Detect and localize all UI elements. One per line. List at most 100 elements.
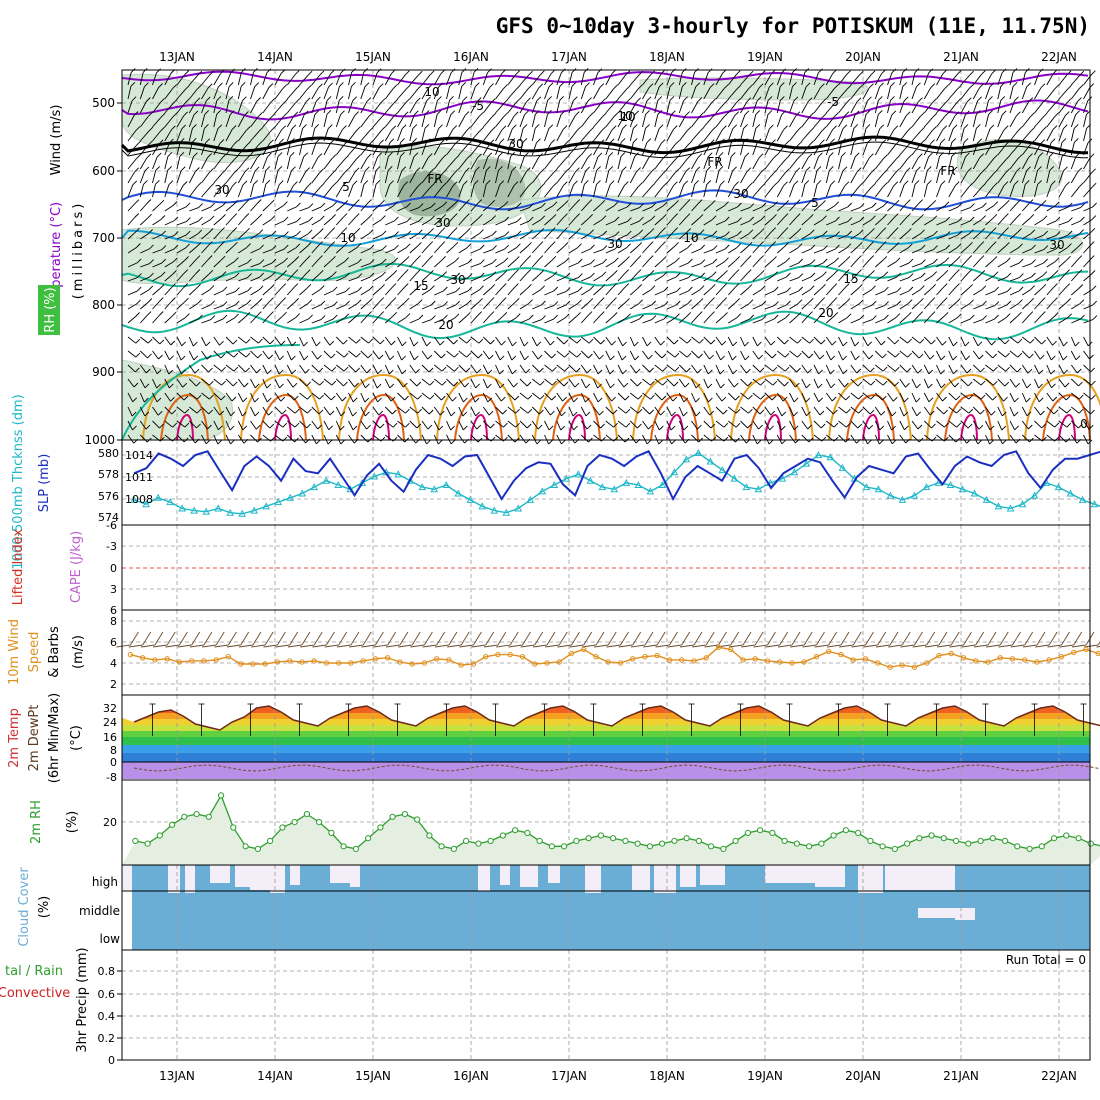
wind-barb xyxy=(1058,273,1067,282)
wind-barb-flag xyxy=(147,338,153,344)
wind-barb-flag xyxy=(392,422,398,428)
wind-barb xyxy=(262,336,271,345)
wind-barb-flag xyxy=(413,152,419,158)
wind-barb xyxy=(776,129,784,142)
wind-barb-flag xyxy=(722,409,728,415)
wind-barb xyxy=(335,172,345,184)
wind-barb xyxy=(1058,115,1066,128)
wind-barb-flag xyxy=(147,213,152,219)
wind-barb xyxy=(336,364,345,372)
wind-barb-flag xyxy=(134,167,140,173)
wind-barb-flag xyxy=(759,228,765,233)
wind-barb xyxy=(507,74,516,86)
wind-barb-flag xyxy=(485,179,491,185)
wind-barb-flag xyxy=(307,408,312,414)
wind-barb-flag xyxy=(196,242,202,247)
wind-barb xyxy=(188,101,197,114)
wind-barb-flag xyxy=(465,199,470,204)
wind-barb-flag xyxy=(280,340,286,346)
rh2m-point xyxy=(1002,837,1009,845)
wind-barb xyxy=(691,203,699,212)
wind-barb-flag xyxy=(979,153,985,159)
wind-barb-flag xyxy=(809,338,814,344)
wind-barb-flag xyxy=(1061,138,1067,143)
wind-barb xyxy=(764,364,774,372)
wind-barb xyxy=(678,184,685,198)
wind-barb-flag xyxy=(1090,270,1096,275)
wind-barb xyxy=(899,303,909,310)
wind-barb-flag xyxy=(663,301,669,306)
wind-barb xyxy=(544,275,554,282)
wind-barb xyxy=(238,247,247,254)
wind10m-point xyxy=(1095,650,1100,657)
wind-barb-flag xyxy=(982,300,987,306)
wind-barb xyxy=(679,232,687,240)
wind-barb xyxy=(960,303,970,310)
wind-barb xyxy=(985,336,992,346)
wind10m-point xyxy=(642,654,648,660)
wind-barb xyxy=(176,434,185,443)
wind-barb-flag xyxy=(1089,153,1095,159)
wind-barb-flag xyxy=(709,139,715,145)
rh2m-point xyxy=(414,816,421,823)
wind10m-barb xyxy=(607,631,617,646)
wind-barb xyxy=(262,130,272,142)
wind-barb-flag xyxy=(625,298,630,303)
wind-barb-flag xyxy=(365,383,370,389)
wind-barb xyxy=(948,206,959,212)
wind-barb-flag xyxy=(651,202,657,208)
wind-barb xyxy=(1058,88,1068,100)
wind-barb-flag xyxy=(343,381,348,387)
wind-barb xyxy=(580,406,587,417)
wind-barb xyxy=(409,142,414,156)
wind-barb-flag xyxy=(303,341,308,347)
thickness-point xyxy=(1006,504,1015,512)
wind-barb xyxy=(556,158,566,170)
wind-barb-flag xyxy=(600,284,606,289)
wind-barb-flag xyxy=(158,311,164,316)
wind-barb xyxy=(336,204,345,212)
wind-barb-flag xyxy=(896,287,902,292)
wind-barb-flag xyxy=(807,97,813,103)
wind-barb-flag xyxy=(1028,153,1033,158)
wind-barb xyxy=(1070,259,1079,268)
wind-barb-flag xyxy=(1005,366,1010,372)
wind-barb xyxy=(924,262,934,268)
wind-barb-flag xyxy=(903,96,909,102)
wind-barb xyxy=(703,364,709,375)
wind-barb xyxy=(201,74,211,86)
rh2m-point xyxy=(169,821,176,828)
thickness-point xyxy=(430,485,439,493)
wind-barb xyxy=(507,406,516,414)
wind-barb xyxy=(348,144,358,156)
wind-barb-flag xyxy=(756,138,762,144)
wind-barb-flag xyxy=(441,182,447,188)
wind-barb xyxy=(201,87,209,100)
wind-barb-flag xyxy=(697,368,702,374)
wind-barb-flag xyxy=(319,394,324,400)
wind-barb xyxy=(911,101,919,114)
wind-barb-flag xyxy=(956,422,961,428)
wind10m-point xyxy=(507,651,513,658)
wind-barb-flag xyxy=(375,166,381,171)
wind-barb-flag xyxy=(663,286,669,292)
wind-barb xyxy=(213,114,218,128)
wind-barb xyxy=(1070,88,1080,100)
wind-barb-flag xyxy=(317,153,323,158)
wind-barb xyxy=(201,128,205,142)
wind-barb-flag xyxy=(233,200,238,205)
wind-barb xyxy=(715,287,724,296)
wind10m-barb xyxy=(473,631,482,646)
wind-barb-flag xyxy=(626,84,631,90)
wind-barb xyxy=(495,274,504,282)
wind-barb-flag xyxy=(597,152,603,158)
wind-barb xyxy=(483,262,493,268)
wind-barb xyxy=(519,259,528,268)
wind-barb xyxy=(813,72,819,86)
wind-barb-flag xyxy=(588,112,594,118)
wind-barb xyxy=(495,287,503,296)
wind-barb xyxy=(384,73,392,86)
warm-contour-core xyxy=(470,413,488,441)
wind-barb-flag xyxy=(430,300,436,306)
wind-barb-flag xyxy=(857,255,862,260)
